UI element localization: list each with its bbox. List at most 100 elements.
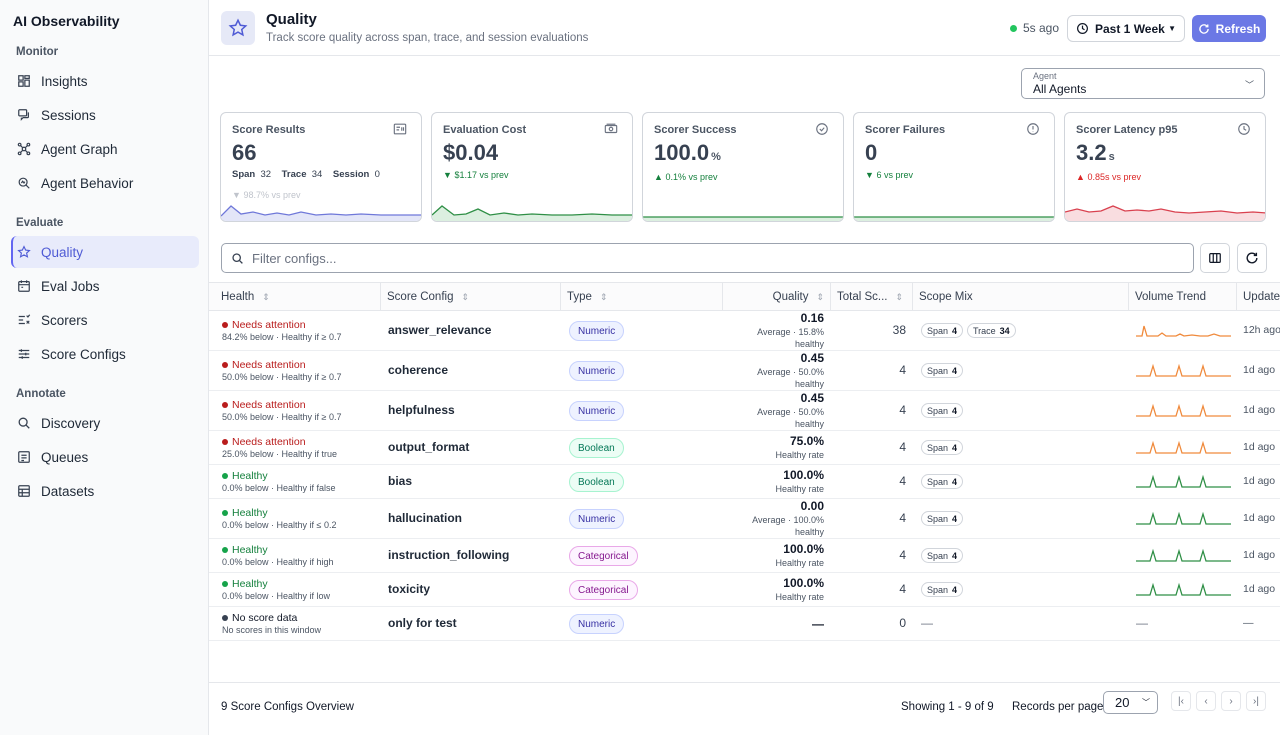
page-title: Quality [266,11,317,28]
scope-chip: Trace 34 [967,323,1016,338]
refresh-icon [1198,23,1209,34]
live-status-dot [1010,24,1017,32]
money-icon [604,123,618,134]
sort-icon: ⇕ [461,291,470,302]
card-title: Scorer Latency p95 [1076,124,1178,136]
sidebar-item-agent-graph[interactable]: Agent Graph [11,133,199,165]
quality-value: 100.0% [783,576,824,590]
sidebar-item-agent-behavior[interactable]: Agent Behavior [11,167,199,199]
sidebar-item-discovery[interactable]: Discovery [11,407,199,439]
score-config-name[interactable]: bias [388,474,413,488]
health-detail: 0.0% below · Healthy if ≤ 0.2 [222,520,337,530]
table-row[interactable]: Healthy 0.0% below · Healthy if low toxici… [209,573,1280,607]
agent-select[interactable]: Agent All Agents ﹀ [1021,68,1265,99]
table-row[interactable]: Needs attention 84.2% below · Healthy if … [209,311,1280,351]
sidebar-item-insights[interactable]: Insights [11,65,199,97]
score-config-name[interactable]: toxicity [388,582,431,596]
sidebar-item-queues[interactable]: Queues [11,441,199,473]
card-delta: ▼ 6 vs prev [865,170,913,180]
column-score-config[interactable]: Score Config ⇕ [381,283,561,311]
type-badge: Numeric [569,509,625,529]
health-status: Healthy [222,470,268,482]
column-updated[interactable]: Updated [1243,291,1280,303]
sidebar-item-sessions[interactable]: Sessions [11,99,199,131]
score-config-name[interactable]: instruction_following [388,548,510,562]
sidebar-item-label: Sessions [41,107,96,123]
page-subtitle: Track score quality across span, trace, … [266,32,589,44]
quality-subtext: Healthy rate [775,558,824,568]
status-dot [222,362,228,368]
volume-trend-sparkline [1136,325,1231,337]
score-config-name[interactable]: output_format [388,440,470,454]
status-dot [222,615,228,621]
type-badge: Boolean [569,472,624,492]
refresh-icon [1246,252,1258,264]
scope-chip: Span 4 [921,474,964,489]
health-detail: 50.0% below · Healthy if ≥ 0.7 [222,412,342,422]
column-health[interactable]: Health ⇕ [215,283,381,311]
pagination-showing: Showing 1 - 9 of 9 [901,701,994,713]
sidebar-item-label: Eval Jobs [41,278,100,294]
card-title: Score Results [232,124,306,136]
quality-subtext: Healthy rate [775,592,824,602]
status-dot [222,402,228,408]
records-per-page-select[interactable]: 20 ﹀ [1103,691,1158,714]
health-detail: 0.0% below · Healthy if false [222,483,336,493]
card-title: Evaluation Cost [443,124,527,136]
volume-trend-sparkline [1136,548,1231,562]
score-config-name[interactable]: helpfulness [388,403,455,417]
table-row[interactable]: Healthy 0.0% below · Healthy if high instr… [209,539,1280,573]
sidebar-item-score-configs[interactable]: Score Configs [11,338,199,370]
updated-time: 1d ago [1243,512,1276,524]
chevron-left-icon: ‹ [1204,695,1208,707]
score-config-name[interactable]: answer_relevance [388,323,492,337]
prev-page-button[interactable]: ‹ [1196,691,1216,711]
table-row[interactable]: Healthy 0.0% below · Healthy if ≤ 0.2 hall… [209,499,1280,539]
columns-button[interactable] [1200,243,1230,273]
type-badge: Numeric [569,614,625,634]
quality-subtext: Healthy rate [775,450,824,460]
filter-configs-input[interactable] [252,250,1152,266]
sidebar-item-quality[interactable]: Quality [11,236,199,268]
column-quality[interactable]: Quality ⇕ [723,283,831,311]
type-badge: Numeric [569,401,625,421]
card-value: 66 [232,140,257,165]
sidebar-item-eval-jobs[interactable]: Eval Jobs [11,270,199,302]
star-icon [228,18,248,37]
sidebar-item-datasets[interactable]: Datasets [11,475,199,507]
sidebar-item-label: Score Configs [41,346,126,362]
card-sparkline [854,216,1054,221]
type-badge: Categorical [569,546,638,566]
first-page-button[interactable]: |‹ [1171,691,1191,711]
status-dot [222,439,228,445]
column-type[interactable]: Type ⇕ [561,283,723,311]
quality-subtext: Average · 15.8% healthy [757,327,824,349]
scope-empty: — [921,616,933,630]
table-row[interactable]: Needs attention 50.0% below · Healthy if … [209,391,1280,431]
refresh-button[interactable]: Refresh [1192,15,1266,42]
table-row[interactable]: Healthy 0.0% below · Healthy if false bias… [209,465,1280,499]
next-page-button[interactable]: › [1221,691,1241,711]
status-dot [222,322,228,328]
health-detail: No scores in this window [222,625,322,635]
time-range-dropdown[interactable]: Past 1 Week ▼ [1067,15,1185,42]
column-total-scores[interactable]: Total Sc... ⇕ [831,283,913,311]
table-row[interactable]: Needs attention 25.0% below · Healthy if … [209,431,1280,465]
clock-icon [1077,23,1088,34]
card-delta: ▲ 0.85s vs prev [1076,172,1141,182]
delta-arrow-icon: ▼ [443,170,452,180]
sidebar-item-scorers[interactable]: Scorers [11,304,199,336]
quality-header-icon [221,11,255,45]
score-config-name[interactable]: hallucination [388,511,463,525]
card-evaluation-cost: Evaluation Cost $0.04 ▼ $1.17 vs prev [431,112,633,222]
table-row[interactable]: No score data No scores in this window onl… [209,607,1280,641]
total-scores: 4 [899,511,906,525]
table-row[interactable]: Needs attention 50.0% below · Healthy if … [209,351,1280,391]
check-circle-icon [816,123,828,135]
last-page-button[interactable]: ›| [1246,691,1266,711]
score-config-name[interactable]: only for test [388,616,457,630]
reload-table-button[interactable] [1237,243,1267,273]
health-detail: 0.0% below · Healthy if low [222,591,331,601]
score-config-name[interactable]: coherence [388,363,449,377]
